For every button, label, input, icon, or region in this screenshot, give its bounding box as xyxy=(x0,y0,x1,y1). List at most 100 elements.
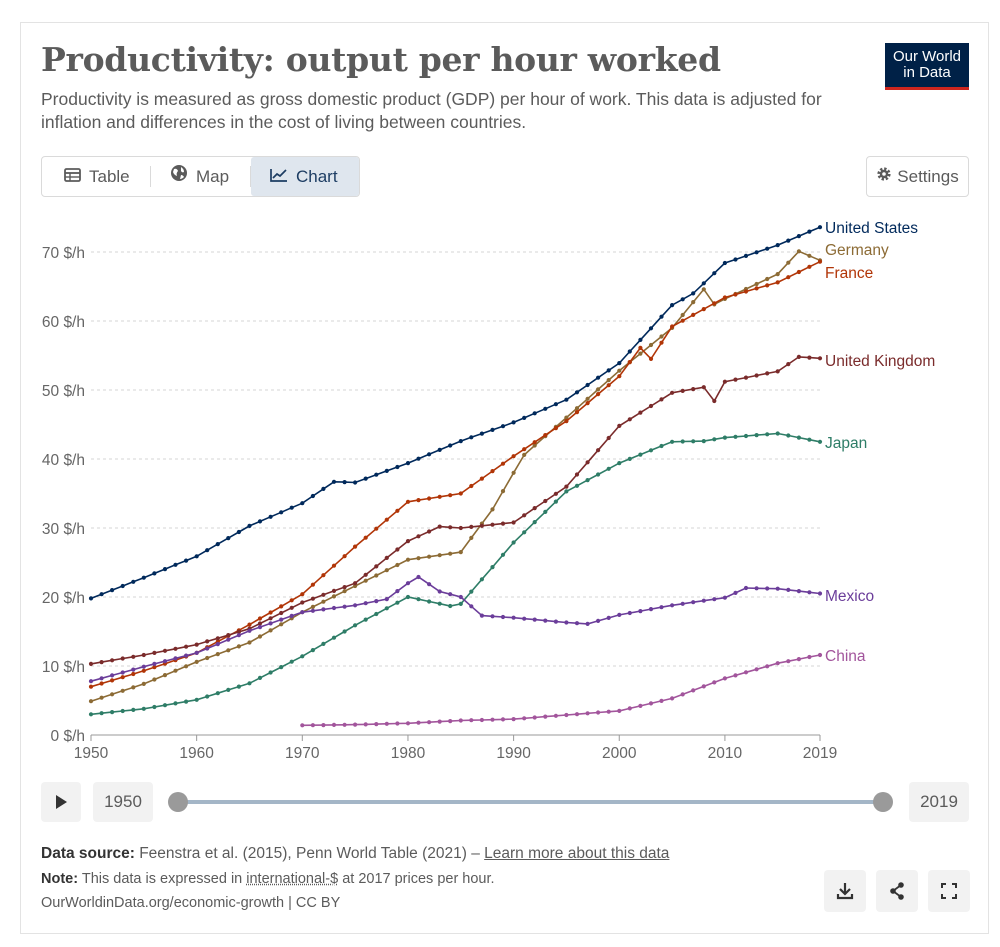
data-point-france[interactable] xyxy=(500,461,506,466)
data-point-japan[interactable] xyxy=(743,433,749,439)
data-point-france[interactable] xyxy=(807,264,812,269)
data-point-france[interactable] xyxy=(300,592,305,597)
data-point-japan[interactable] xyxy=(796,435,802,440)
data-point-united-states[interactable] xyxy=(88,596,94,601)
data-point-china[interactable] xyxy=(701,684,706,689)
data-point-france[interactable] xyxy=(712,301,717,306)
data-point-germany[interactable] xyxy=(574,406,580,411)
data-point-japan[interactable] xyxy=(99,711,104,716)
data-point-france[interactable] xyxy=(353,544,358,549)
data-point-germany[interactable] xyxy=(152,677,157,682)
data-point-united-kingdom[interactable] xyxy=(796,354,802,359)
data-point-mexico[interactable] xyxy=(564,620,569,625)
data-point-japan[interactable] xyxy=(184,699,189,704)
data-point-united-kingdom[interactable] xyxy=(564,484,569,489)
data-point-france[interactable] xyxy=(310,582,315,587)
data-point-germany[interactable] xyxy=(236,644,241,649)
data-point-united-kingdom[interactable] xyxy=(279,610,284,616)
data-point-japan[interactable] xyxy=(194,697,199,702)
series-line-mexico[interactable] xyxy=(90,576,821,682)
data-point-france[interactable] xyxy=(638,345,643,350)
data-point-united-kingdom[interactable] xyxy=(701,385,706,390)
data-point-china[interactable] xyxy=(638,703,643,709)
data-point-united-kingdom[interactable] xyxy=(427,529,432,534)
data-point-china[interactable] xyxy=(416,720,421,725)
data-point-china[interactable] xyxy=(374,722,379,727)
data-point-germany[interactable] xyxy=(257,634,263,639)
data-point-germany[interactable] xyxy=(395,562,400,568)
data-point-france[interactable] xyxy=(458,491,463,496)
data-point-japan[interactable] xyxy=(437,601,442,606)
settings-button[interactable]: Settings xyxy=(866,156,969,197)
data-point-france[interactable] xyxy=(743,289,749,294)
data-point-united-kingdom[interactable] xyxy=(458,525,463,531)
data-point-germany[interactable] xyxy=(205,655,210,661)
data-point-united-kingdom[interactable] xyxy=(680,388,685,393)
data-point-united-states[interactable] xyxy=(110,588,115,593)
tab-table[interactable]: Table xyxy=(56,157,156,196)
data-point-japan[interactable] xyxy=(88,712,94,717)
data-point-united-kingdom[interactable] xyxy=(543,498,548,504)
data-point-united-states[interactable] xyxy=(701,281,706,286)
data-point-united-kingdom[interactable] xyxy=(310,596,315,601)
data-point-united-states[interactable] xyxy=(585,382,590,388)
data-point-japan[interactable] xyxy=(606,466,611,471)
data-point-china[interactable] xyxy=(300,723,305,728)
data-point-united-states[interactable] xyxy=(247,523,252,529)
data-point-united-states[interactable] xyxy=(722,260,728,266)
data-point-japan[interactable] xyxy=(585,478,590,483)
data-point-united-states[interactable] xyxy=(353,480,358,485)
data-point-united-states[interactable] xyxy=(807,229,812,234)
data-point-japan[interactable] xyxy=(363,617,368,622)
data-point-japan[interactable] xyxy=(152,704,157,710)
data-point-japan[interactable] xyxy=(162,703,168,708)
data-point-united-kingdom[interactable] xyxy=(500,521,506,526)
data-point-china[interactable] xyxy=(606,709,611,714)
data-point-united-kingdom[interactable] xyxy=(215,636,220,641)
data-point-mexico[interactable] xyxy=(353,603,358,608)
data-point-france[interactable] xyxy=(733,292,738,297)
data-point-united-kingdom[interactable] xyxy=(300,600,305,605)
data-point-united-states[interactable] xyxy=(733,257,738,262)
data-point-germany[interactable] xyxy=(194,659,199,665)
fullscreen-button[interactable] xyxy=(928,870,970,912)
data-point-china[interactable] xyxy=(479,717,484,723)
data-point-united-kingdom[interactable] xyxy=(743,375,749,380)
data-point-mexico[interactable] xyxy=(659,605,664,610)
data-point-united-kingdom[interactable] xyxy=(331,588,337,594)
data-point-germany[interactable] xyxy=(807,253,812,258)
data-point-united-states[interactable] xyxy=(743,253,749,258)
data-point-united-states[interactable] xyxy=(321,486,326,491)
data-point-japan[interactable] xyxy=(638,452,643,457)
data-point-china[interactable] xyxy=(395,721,400,726)
data-point-japan[interactable] xyxy=(384,606,389,611)
legend-label-japan[interactable]: Japan xyxy=(825,435,867,452)
legend-label-germany[interactable]: Germany xyxy=(825,242,889,259)
data-point-china[interactable] xyxy=(722,676,728,681)
data-point-japan[interactable] xyxy=(522,530,527,535)
data-point-mexico[interactable] xyxy=(427,582,432,587)
data-point-france[interactable] xyxy=(585,401,590,406)
data-point-japan[interactable] xyxy=(173,701,178,706)
data-point-france[interactable] xyxy=(342,554,347,559)
data-point-china[interactable] xyxy=(807,654,812,660)
data-point-united-kingdom[interactable] xyxy=(162,648,168,653)
data-point-germany[interactable] xyxy=(490,507,495,512)
data-point-united-kingdom[interactable] xyxy=(532,506,537,511)
data-point-germany[interactable] xyxy=(310,604,315,610)
data-point-japan[interactable] xyxy=(226,687,231,693)
data-point-china[interactable] xyxy=(627,706,632,711)
data-point-france[interactable] xyxy=(543,433,548,438)
data-point-united-states[interactable] xyxy=(543,406,548,411)
data-point-china[interactable] xyxy=(405,721,411,726)
data-point-japan[interactable] xyxy=(416,597,421,602)
data-point-france[interactable] xyxy=(817,259,823,264)
data-point-united-kingdom[interactable] xyxy=(775,369,780,374)
data-point-germany[interactable] xyxy=(786,260,791,265)
timeline-end-handle[interactable] xyxy=(873,792,893,812)
data-point-united-states[interactable] xyxy=(479,431,484,436)
data-point-china[interactable] xyxy=(670,696,675,701)
data-point-japan[interactable] xyxy=(775,431,780,436)
data-point-japan[interactable] xyxy=(469,589,474,594)
data-point-germany[interactable] xyxy=(796,249,802,254)
